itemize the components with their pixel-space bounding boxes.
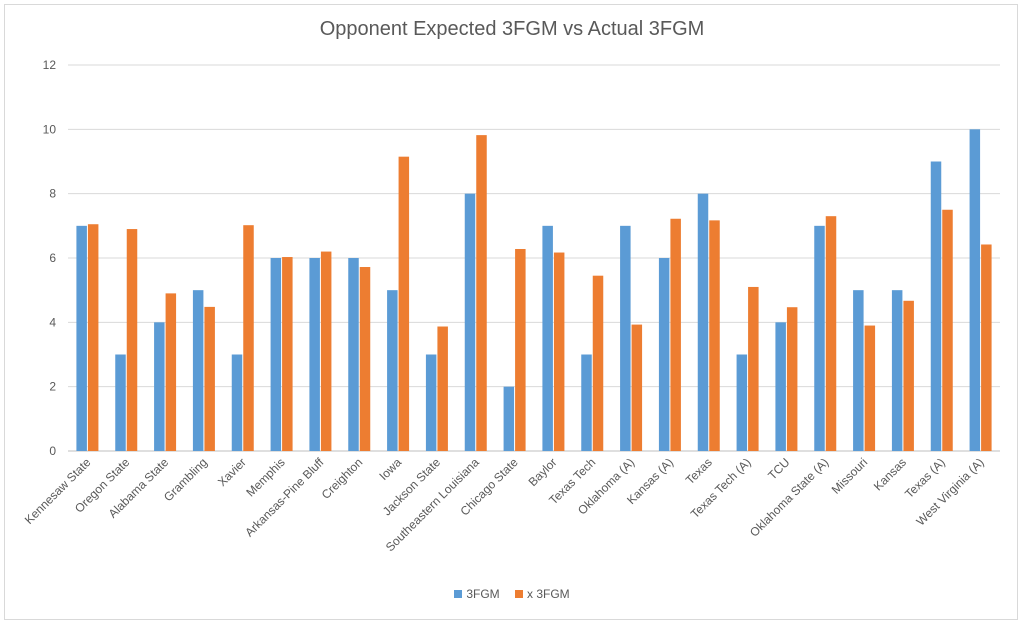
x-tick-label: Iowa xyxy=(376,455,404,483)
y-tick-label: 0 xyxy=(49,444,56,458)
y-tick-label: 4 xyxy=(49,315,56,329)
bar-x-3fgm-kennesaw-state xyxy=(87,224,99,451)
bar-3fgm-southeastern-louisiana xyxy=(464,193,476,451)
bar-x-3fgm-kansas-a- xyxy=(670,218,681,451)
legend-item-3fgm: 3FGM xyxy=(454,586,500,601)
legend-label-x-3fgm: x 3FGM xyxy=(527,586,570,601)
bar-x-3fgm-memphis xyxy=(282,257,293,451)
bar-3fgm-grambling xyxy=(192,290,204,451)
bar-3fgm-jackson-state xyxy=(425,354,437,451)
bar-3fgm-alabama-state xyxy=(154,322,165,451)
y-tick-label: 6 xyxy=(49,251,56,265)
bar-3fgm-kansas-a- xyxy=(658,258,670,451)
bar-x-3fgm-alabama-state xyxy=(165,293,177,451)
bar-3fgm-west-virginia-a- xyxy=(969,129,981,452)
bar-x-3fgm-chicago-state xyxy=(515,248,526,451)
bar-3fgm-texas-a- xyxy=(930,161,942,451)
legend-swatch-x-3fgm xyxy=(515,589,523,598)
y-tick-label: 8 xyxy=(49,187,56,201)
x-tick-label: Missouri xyxy=(829,455,870,496)
y-tick-label: 2 xyxy=(49,380,56,394)
bar-3fgm-kansas xyxy=(891,290,903,451)
x-tick-label: Creighton xyxy=(319,455,366,502)
x-tick-label: Texas xyxy=(683,455,715,487)
bar-x-3fgm-tcu xyxy=(786,307,798,451)
bar-x-3fgm-texas xyxy=(709,220,720,451)
bar-3fgm-iowa xyxy=(387,290,398,451)
bar-3fgm-texas xyxy=(697,193,709,451)
bar-3fgm-oklahoma-a- xyxy=(620,225,631,451)
bar-3fgm-arkansas-pine-bluff xyxy=(309,258,320,451)
bar-x-3fgm-xavier xyxy=(243,225,254,451)
bar-3fgm-memphis xyxy=(270,258,282,451)
x-tick-label: TCU xyxy=(765,455,792,482)
bar-3fgm-xavier xyxy=(231,354,243,451)
bar-3fgm-oklahoma-state-a- xyxy=(814,225,825,451)
x-tick-label: West Virginia (A) xyxy=(913,455,986,528)
bar-x-3fgm-oregon-state xyxy=(126,229,138,451)
bar-3fgm-missouri xyxy=(853,290,864,451)
bar-x-3fgm-creighton xyxy=(359,267,371,451)
legend-label-3fgm: 3FGM xyxy=(466,586,500,601)
bar-x-3fgm-oklahoma-state-a- xyxy=(825,216,837,451)
bar-3fgm-baylor xyxy=(542,225,553,451)
bar-x-3fgm-oklahoma-a- xyxy=(631,324,643,451)
legend-item-x-3fgm: x 3FGM xyxy=(515,586,570,601)
bar-x-3fgm-grambling xyxy=(204,306,215,451)
bar-3fgm-texas-tech xyxy=(581,354,592,451)
bar-x-3fgm-iowa xyxy=(398,156,410,452)
bar-x-3fgm-missouri xyxy=(864,325,876,451)
bar-x-3fgm-southeastern-louisiana xyxy=(476,135,487,451)
bar-x-3fgm-west-virginia-a- xyxy=(981,244,992,451)
y-tick-label: 10 xyxy=(43,122,57,136)
bar-x-3fgm-baylor xyxy=(553,252,565,451)
bar-x-3fgm-texas-tech-a- xyxy=(748,286,759,451)
bar-x-3fgm-kansas xyxy=(903,300,914,451)
legend: 3FGM x 3FGM xyxy=(0,586,1024,601)
bar-3fgm-chicago-state xyxy=(503,386,515,451)
bar-x-3fgm-arkansas-pine-bluff xyxy=(320,251,332,451)
bar-3fgm-texas-tech-a- xyxy=(736,354,748,451)
bar-x-3fgm-texas-a- xyxy=(942,209,953,451)
bar-3fgm-creighton xyxy=(348,258,359,451)
bar-x-3fgm-texas-tech xyxy=(592,275,604,451)
bar-3fgm-tcu xyxy=(775,322,786,451)
x-tick-label: Kennesaw State xyxy=(22,455,94,527)
bar-x-3fgm-jackson-state xyxy=(437,326,448,451)
bar-3fgm-oregon-state xyxy=(115,354,126,451)
chart-title: Opponent Expected 3FGM vs Actual 3FGM xyxy=(319,18,705,40)
legend-swatch-3fgm xyxy=(454,589,463,598)
x-tick-label: Xavier xyxy=(215,455,249,489)
y-tick-label: 12 xyxy=(43,58,57,72)
x-tick-label: Kansas xyxy=(871,455,909,493)
x-tick-label: Baylor xyxy=(526,455,560,489)
bar-3fgm-kennesaw-state xyxy=(76,225,87,451)
